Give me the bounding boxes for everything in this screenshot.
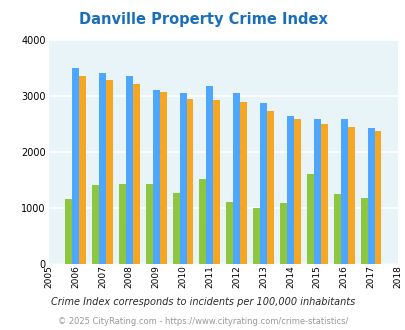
Bar	[252, 208, 260, 264]
Bar	[286, 116, 293, 264]
Bar	[99, 73, 106, 264]
Text: Danville Property Crime Index: Danville Property Crime Index	[79, 12, 326, 26]
Bar	[367, 128, 373, 264]
Bar	[126, 76, 132, 264]
Bar	[293, 119, 300, 264]
Text: Crime Index corresponds to incidents per 100,000 inhabitants: Crime Index corresponds to incidents per…	[51, 297, 354, 307]
Bar	[373, 131, 381, 264]
Text: © 2025 CityRating.com - https://www.cityrating.com/crime-statistics/: © 2025 CityRating.com - https://www.city…	[58, 317, 347, 326]
Bar	[186, 98, 193, 264]
Bar	[232, 93, 240, 264]
Bar	[360, 198, 367, 264]
Bar	[213, 100, 220, 264]
Bar	[119, 184, 126, 264]
Bar	[106, 80, 113, 264]
Bar	[159, 92, 166, 264]
Bar	[199, 179, 206, 264]
Bar	[313, 119, 320, 264]
Bar	[266, 112, 273, 264]
Bar	[152, 89, 159, 264]
Bar	[179, 93, 186, 264]
Bar	[145, 184, 152, 264]
Bar	[132, 84, 139, 264]
Bar	[260, 103, 266, 264]
Bar	[72, 68, 79, 264]
Bar	[206, 86, 213, 264]
Bar	[79, 76, 86, 264]
Bar	[340, 119, 347, 264]
Bar	[92, 185, 99, 264]
Bar	[240, 102, 247, 264]
Bar	[320, 124, 327, 264]
Bar	[279, 203, 286, 264]
Bar	[306, 174, 313, 264]
Bar	[65, 199, 72, 264]
Bar	[172, 193, 179, 264]
Bar	[226, 202, 232, 264]
Bar	[333, 194, 340, 264]
Bar	[347, 126, 354, 264]
